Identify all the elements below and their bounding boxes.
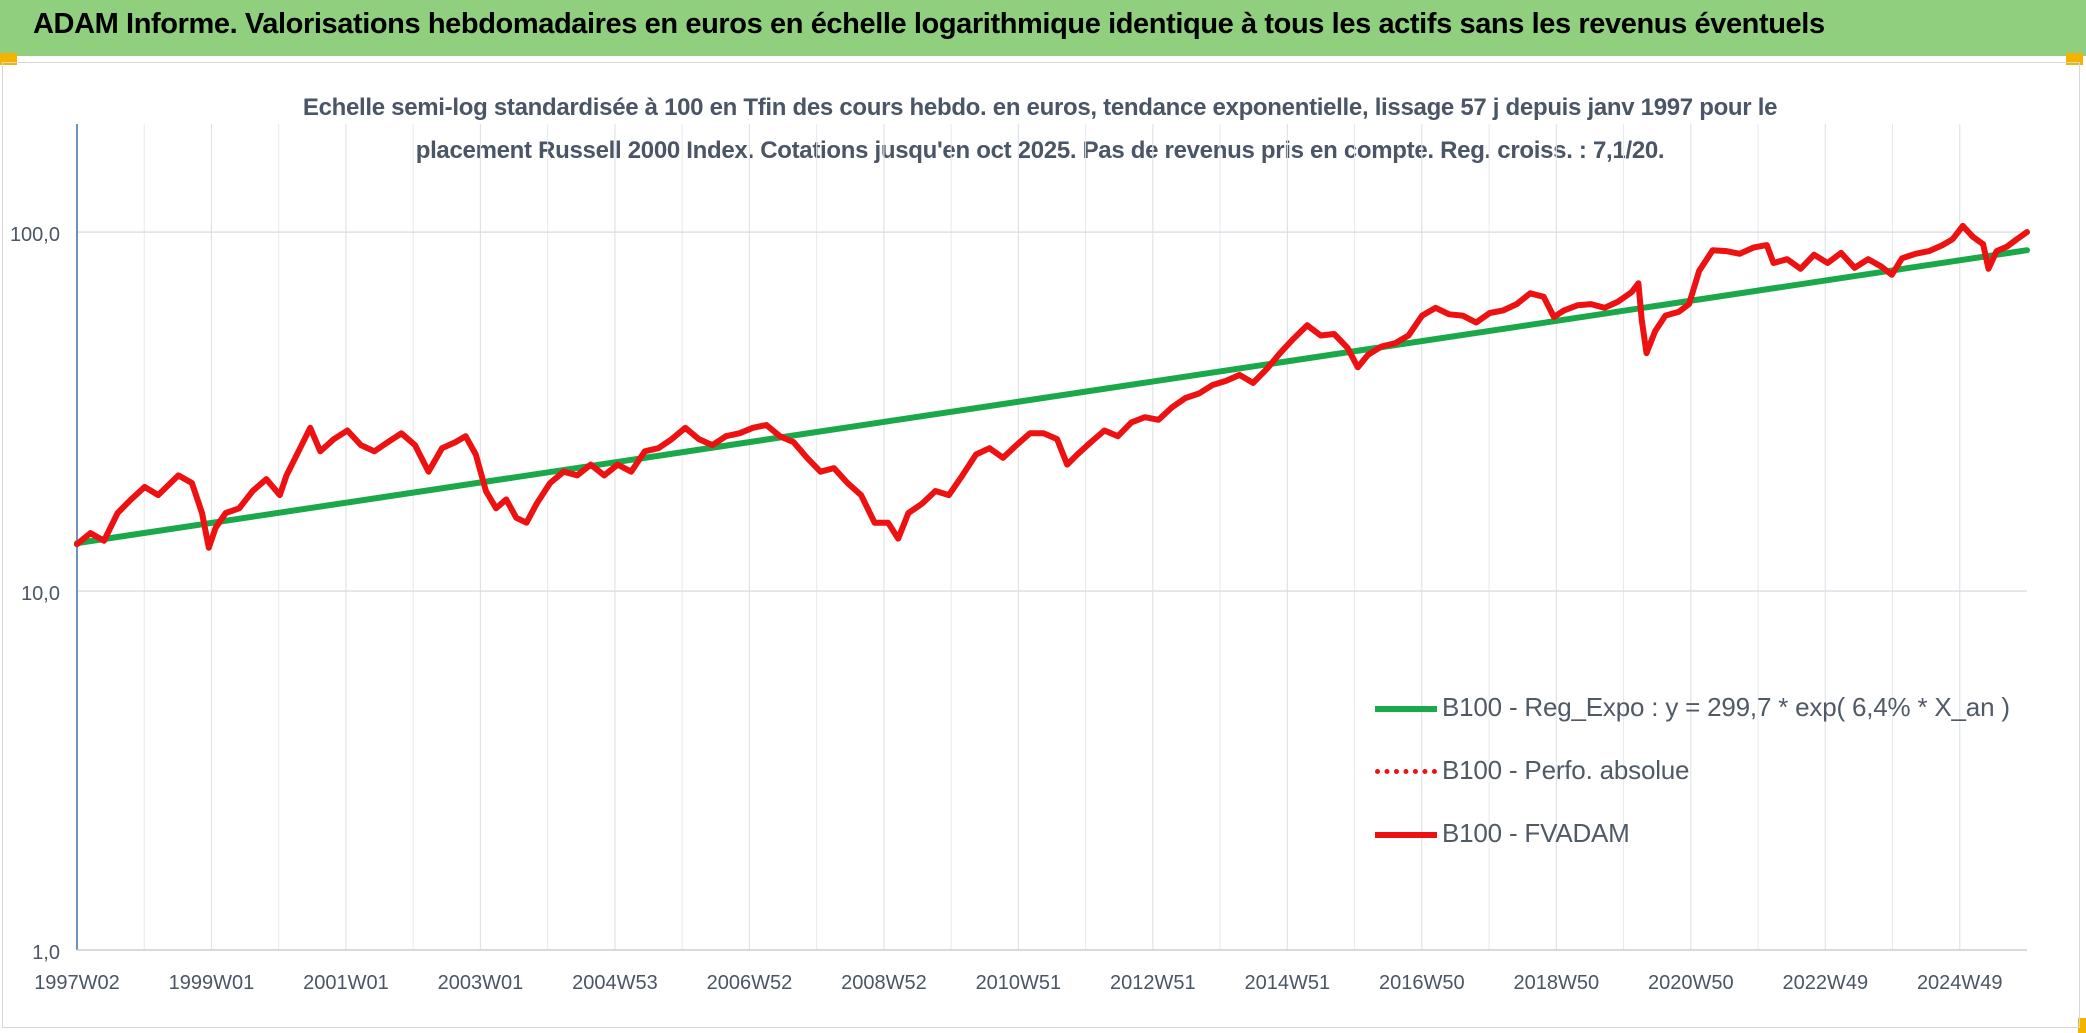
legend-label-perfo-absolue: B100 - Perfo. absolue	[1442, 755, 1690, 785]
x-tick-label: 2014W51	[1245, 972, 1331, 994]
chart-title: Echelle semi-log standardisée à 100 en T…	[160, 86, 1920, 172]
series-line-regression	[74, 247, 2030, 547]
y-tick-label: 10,0	[21, 583, 60, 605]
legend-item-fvadam: B100 - FVADAM	[1375, 814, 2015, 854]
x-tick-label: 2018W50	[1513, 972, 1599, 994]
legend-swatch-fvadam	[1375, 832, 1437, 838]
x-tick-label: 1997W02	[34, 972, 120, 994]
x-tick-label: 2016W50	[1379, 972, 1465, 994]
report-title: ADAM Informe. Valorisations hebdomadaire…	[33, 8, 1825, 40]
y-tick-label: 1,0	[32, 942, 60, 964]
legend-label-fvadam: B100 - FVADAM	[1442, 818, 1630, 848]
chart-title-line-1: Echelle semi-log standardisée à 100 en T…	[302, 94, 1778, 121]
x-tick-label: 2001W01	[303, 972, 389, 994]
legend-swatch-regression	[1375, 706, 1437, 712]
series-line-fvadam	[74, 222, 2030, 551]
x-tick-label: 2003W01	[438, 972, 524, 994]
chart-title-line-2: placement Russell 2000 Index. Cotations …	[415, 137, 1665, 164]
chart-frame	[2, 62, 2080, 1028]
x-tick-label: 2004W53	[572, 972, 658, 994]
x-tick-label: 2024W49	[1917, 972, 2003, 994]
legend-label-regression: B100 - Reg_Expo : y = 299,7 * exp( 6,4% …	[1442, 692, 2010, 722]
y-tick-label: 100,0	[10, 224, 60, 246]
x-tick-label: 1999W01	[169, 972, 255, 994]
legend-swatch-perfo-absolue	[1375, 769, 1437, 774]
x-tick-label: 2012W51	[1110, 972, 1196, 994]
x-tick-label: 2020W50	[1648, 972, 1734, 994]
legend-item-perfo-absolue: B100 - Perfo. absolue	[1375, 751, 2015, 791]
legend-item-regression: B100 - Reg_Expo : y = 299,7 * exp( 6,4% …	[1375, 688, 2015, 728]
corner-marker-bottom-right	[2078, 1018, 2086, 1033]
chart-legend: B100 - Reg_Expo : y = 299,7 * exp( 6,4% …	[1375, 688, 2015, 888]
x-tick-label: 2010W51	[976, 972, 1062, 994]
x-tick-label: 2008W52	[841, 972, 927, 994]
x-tick-label: 2022W49	[1782, 972, 1868, 994]
report-header: ADAM Informe. Valorisations hebdomadaire…	[0, 0, 2086, 56]
x-tick-label: 2006W52	[707, 972, 793, 994]
